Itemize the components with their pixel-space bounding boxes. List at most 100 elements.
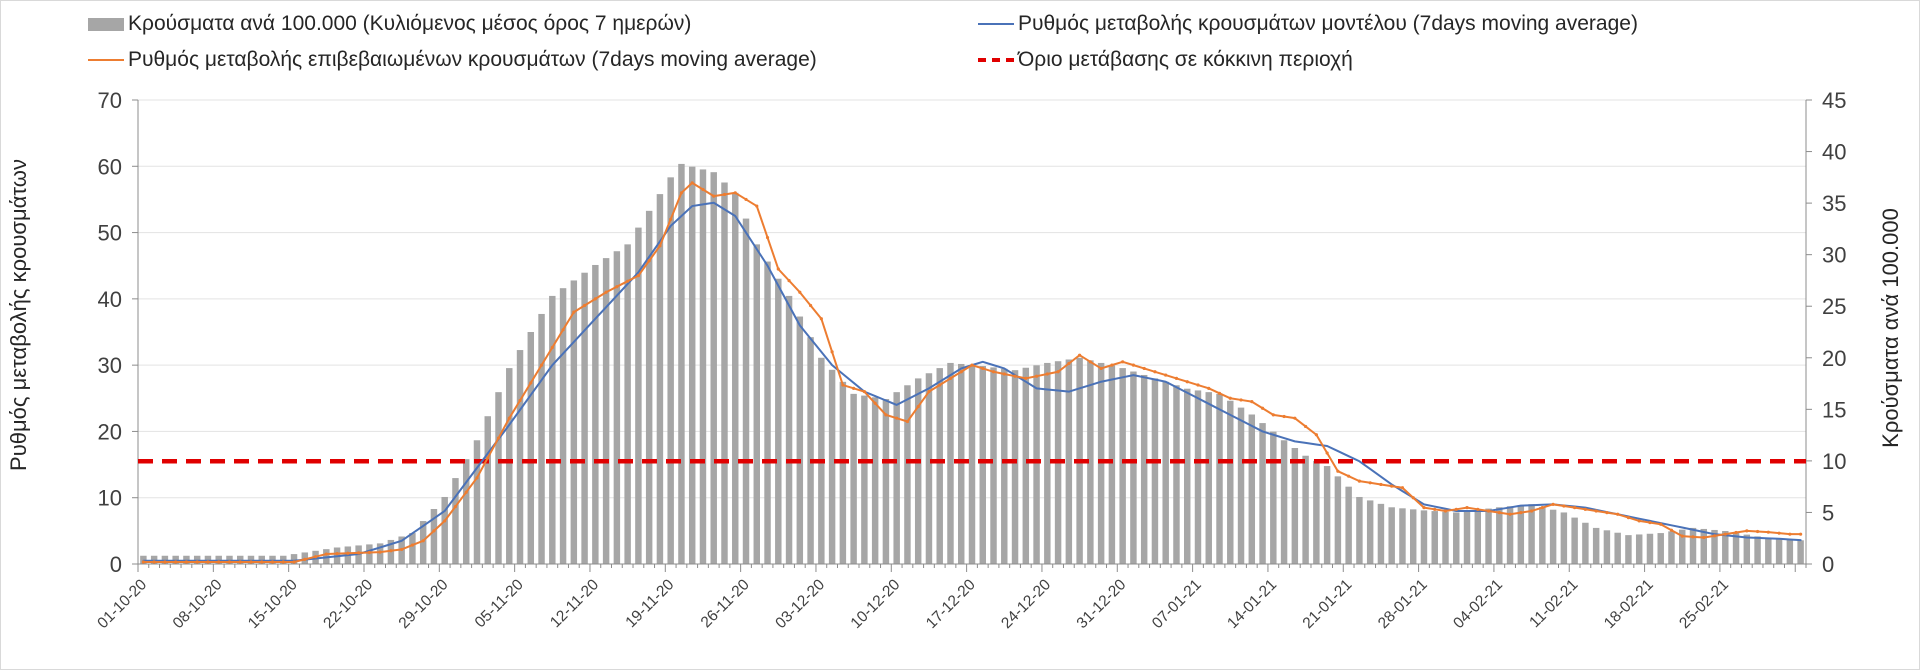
x-tick-label: 10-12-20 [848, 576, 904, 632]
confirmed-point [270, 560, 275, 564]
legend-swatch-model [978, 23, 1014, 25]
bar [1420, 510, 1428, 564]
x-tick-label: 07-01-21 [1149, 576, 1205, 632]
bar [882, 399, 890, 564]
confirmed-point [1110, 363, 1114, 367]
confirmed-point [1400, 486, 1405, 490]
confirmed-point [1583, 507, 1587, 511]
confirmed-point [841, 383, 845, 387]
confirmed-point [227, 560, 232, 564]
bar [1571, 517, 1578, 564]
bar [1280, 440, 1288, 564]
legend-swatch-confirmed [88, 59, 124, 61]
confirmed-point [152, 560, 156, 564]
bar [484, 416, 491, 564]
x-tick-label: 24-12-20 [998, 576, 1054, 632]
confirmed-point [1486, 509, 1491, 513]
bar [979, 366, 986, 564]
confirmed-point [927, 390, 931, 394]
confirmed-point [1078, 353, 1082, 357]
confirmed-point [765, 235, 770, 240]
bar [1517, 505, 1525, 564]
bar [871, 397, 879, 564]
y-tick-label-right: 25 [1822, 294, 1846, 319]
confirmed-point [776, 267, 780, 271]
bar [1474, 509, 1482, 564]
confirmed-point [884, 413, 888, 417]
y-tick-label-right: 15 [1822, 397, 1846, 422]
confirmed-point [1336, 469, 1340, 473]
legend-swatch-threshold [978, 58, 1014, 62]
bar [1614, 532, 1621, 564]
bar [990, 367, 997, 564]
confirmed-point [1121, 360, 1125, 364]
confirmed-point [916, 404, 920, 409]
confirmed-point [561, 328, 565, 332]
confirmed-point [1282, 414, 1286, 419]
confirmed-point [507, 416, 511, 420]
bar [1194, 390, 1202, 564]
bar [419, 521, 427, 564]
confirmed-point [615, 285, 619, 289]
x-tick-label: 14-01-21 [1224, 576, 1280, 632]
confirmed-point [690, 181, 694, 185]
confirmed-point [529, 381, 533, 385]
bar [1227, 400, 1234, 564]
bar [678, 163, 685, 564]
bar [1560, 512, 1568, 564]
bar [667, 177, 674, 565]
bar [441, 496, 448, 564]
x-tick-label: 11-02-21 [1526, 576, 1581, 631]
confirmed-point [1056, 370, 1060, 374]
bar [1657, 533, 1664, 564]
bar [1722, 531, 1729, 564]
axes [132, 99, 1812, 572]
legend-swatch-bars [88, 17, 124, 31]
bar [592, 264, 599, 564]
bar [549, 295, 556, 564]
y-tick-label-left: 10 [98, 486, 122, 511]
confirmed-point [981, 366, 985, 371]
confirmed-point [1465, 506, 1469, 510]
bar [1377, 503, 1385, 564]
confirmed-point [539, 363, 544, 367]
bar [1173, 385, 1180, 564]
bar [807, 337, 814, 564]
bar [861, 395, 868, 564]
bar [1453, 512, 1460, 564]
bar [710, 172, 717, 564]
confirmed-point [550, 345, 554, 350]
bar [1743, 534, 1751, 564]
bar [1592, 527, 1600, 564]
confirmed-point [475, 476, 479, 480]
confirmed-point [281, 560, 285, 564]
confirmed-point [1422, 506, 1426, 510]
confirmed-point [862, 390, 866, 394]
bar [1162, 381, 1169, 564]
confirmed-point [1131, 363, 1136, 367]
confirmed-point [1002, 372, 1006, 376]
y-axis-label-right: Κρούσματα ανά 100.000 [1878, 208, 1903, 448]
bar [602, 258, 610, 564]
confirmed-point [1519, 511, 1523, 515]
confirmed-point [486, 456, 490, 460]
y-axis-label-left: Ρυθμός μεταβολής κρουσμάτων [6, 159, 31, 471]
bar [1689, 527, 1697, 564]
confirmed-point [1196, 383, 1200, 387]
confirmed-point [1562, 504, 1566, 508]
confirmed-point [755, 204, 759, 208]
confirmed-point [1723, 532, 1727, 536]
bar [516, 350, 524, 564]
y-tick-label-left: 60 [98, 154, 122, 179]
bar [1087, 360, 1094, 564]
x-tick-label: 03-12-20 [772, 576, 828, 632]
bar [506, 368, 513, 564]
bar [1549, 509, 1557, 564]
legend-item-bars: Κρούσματα ανά 100.000 (Κυλιόμενος μέσος … [88, 12, 691, 36]
confirmed-point [1497, 511, 1501, 515]
bar [1140, 374, 1148, 564]
bar [1291, 448, 1299, 564]
x-tick-label: 12-11-20 [547, 576, 602, 631]
bar [1388, 507, 1395, 564]
bar [1366, 500, 1374, 564]
